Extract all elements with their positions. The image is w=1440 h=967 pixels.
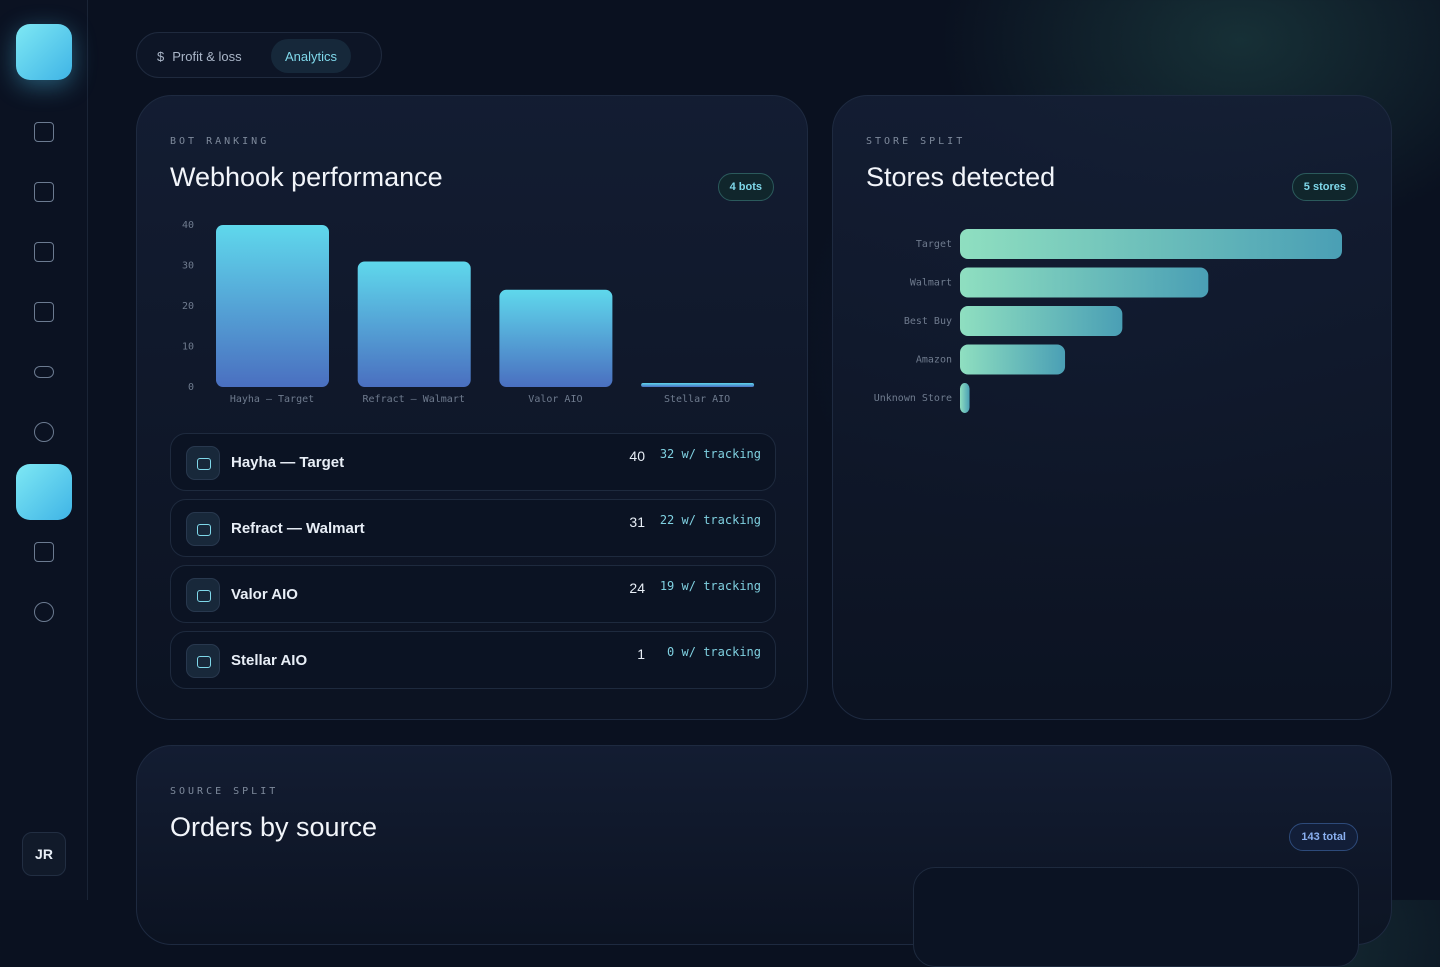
tracking-count: 0 [667, 645, 675, 659]
x-tick-label: Valor AIO [528, 394, 582, 405]
bot-name: Refract — Walmart [231, 520, 365, 537]
tracking-label: w/ tracking [681, 579, 761, 593]
card-title: Webhook performance [170, 162, 443, 192]
bar [499, 289, 613, 387]
y-tick-label: Best Buy [904, 316, 952, 327]
tracking-label: w/ tracking [681, 447, 761, 461]
tracking-count: 22 [659, 513, 675, 527]
tab-active[interactable]: Analytics [271, 39, 352, 73]
eyebrow: BOT RANKING [170, 136, 270, 147]
tab-label: Analytics [285, 48, 338, 64]
card: STORE SPLIT Stores detected 5 stores Tar… [832, 95, 1392, 720]
tab-label: Profit & loss [172, 48, 242, 64]
nav-analytics[interactable] [16, 464, 72, 520]
badge: 5 stores [1291, 173, 1358, 201]
bot-count: 1 [637, 646, 645, 662]
tracking-count: 32 [659, 447, 675, 461]
tracking-label: w/ tracking [681, 645, 761, 659]
tracking: 22 w/ tracking [660, 513, 761, 527]
tracking-label: w/ tracking [681, 513, 761, 527]
nav-inbox[interactable] [34, 242, 54, 262]
nav-trophy[interactable] [34, 542, 54, 562]
nav-link[interactable] [34, 366, 54, 378]
y-tick-label: 20 [182, 301, 194, 312]
bar-chart: 0 10 20 30 40 Hayha — Target Refract — Walmart… [182, 220, 755, 405]
y-tick-label: 30 [182, 261, 194, 272]
y-tick-label: Unknown Store [874, 393, 952, 404]
x-tick-label: Refract — Walmart [363, 394, 465, 405]
bot-icon [186, 446, 220, 480]
badge: 4 bots [717, 173, 774, 201]
panel [913, 867, 1359, 967]
bot-name: Valor AIO [231, 586, 298, 603]
y-tick-label: 40 [182, 220, 194, 231]
bot-row: Refract — Walmart 31 22 w/ tracking [170, 499, 776, 557]
bar [960, 306, 1123, 336]
tracking-count: 19 [659, 579, 675, 593]
tracking: 32 w/ tracking [660, 447, 761, 461]
x-tick-label: Hayha — Target [230, 394, 314, 405]
card-title: Stores detected [866, 162, 1056, 192]
eyebrow: STORE SPLIT [866, 136, 966, 147]
y-tick-label: 10 [182, 342, 194, 353]
bar [960, 267, 1209, 298]
sidebar: JR [0, 0, 88, 900]
avatar[interactable]: JR [22, 832, 66, 876]
hbar-chart: Target Walmart Best Buy Amazon Unknown Store [874, 229, 1342, 413]
bar [960, 229, 1342, 259]
bar [357, 261, 471, 387]
y-tick-label: Walmart [910, 278, 952, 289]
bar [641, 382, 755, 387]
bot-row: Stellar AIO 1 0 w/ tracking [170, 631, 776, 689]
tracking: 0 w/ tracking [667, 645, 761, 659]
nav-settings[interactable] [34, 602, 54, 622]
card-title: Orders by source [170, 812, 378, 842]
bot-name: Hayha — Target [231, 454, 345, 471]
nav-sparkle[interactable] [34, 422, 54, 442]
nav-home[interactable] [34, 122, 54, 142]
bot-icon [186, 512, 220, 546]
tab[interactable]: $ Profit & loss [143, 39, 256, 73]
eyebrow: SOURCE SPLIT [170, 786, 279, 797]
bot-count: 40 [629, 448, 645, 464]
badge: 143 total [1289, 823, 1358, 851]
bot-count: 24 [629, 580, 645, 596]
bot-name: Stellar AIO [231, 652, 308, 669]
nav-box[interactable] [34, 182, 54, 202]
y-tick-label: Amazon [916, 355, 952, 366]
nav-calendar[interactable] [34, 302, 54, 322]
y-tick-label: 0 [188, 382, 194, 393]
bot-icon [186, 644, 220, 678]
card: BOT RANKING Webhook performance 4 bots 0… [136, 95, 808, 720]
logo[interactable] [16, 24, 72, 80]
bot-row: Valor AIO 24 19 w/ tracking [170, 565, 776, 623]
bar [960, 344, 1066, 375]
tracking: 19 w/ tracking [660, 579, 761, 593]
tab-icon: $ [157, 48, 165, 64]
bot-icon [186, 578, 220, 612]
bar [216, 225, 329, 387]
card: SOURCE SPLIT Orders by source 143 total [136, 745, 1392, 967]
x-tick-label: Stellar AIO [664, 394, 730, 405]
tab-bar: $ Profit & loss Analytics [136, 32, 382, 78]
bot-count: 31 [629, 514, 645, 530]
bot-row: Hayha — Target 40 32 w/ tracking [170, 433, 776, 491]
y-tick-label: Target [916, 239, 952, 250]
bar [960, 383, 970, 413]
